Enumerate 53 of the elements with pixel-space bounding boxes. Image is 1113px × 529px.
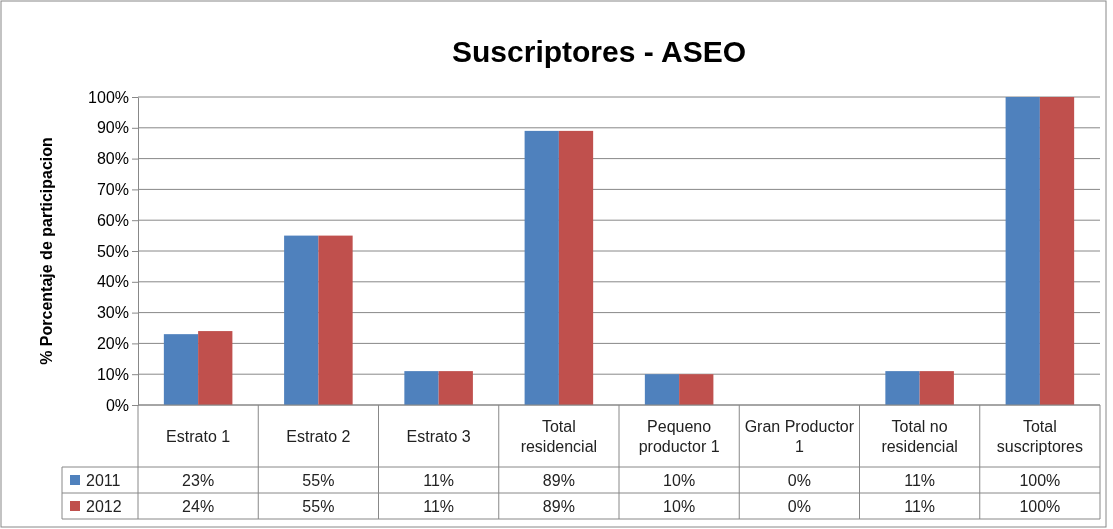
data-label: 11% (904, 472, 936, 489)
data-label: 55% (302, 498, 335, 515)
y-axis-title: % Porcentaje de participacion (38, 137, 55, 365)
legend-label: 2012 (86, 498, 122, 515)
data-label: 89% (542, 498, 575, 515)
data-label: 0% (787, 472, 811, 489)
bar (644, 374, 680, 405)
bar (438, 371, 473, 405)
x-tick-label: Estrato 1 (166, 428, 231, 445)
data-label: 10% (663, 498, 696, 515)
bar (198, 331, 233, 405)
data-label: 11% (423, 498, 455, 515)
y-tick-label: 80% (96, 150, 129, 168)
data-label: 23% (182, 472, 215, 489)
bar (1039, 97, 1075, 405)
y-tick-label: 0% (105, 396, 129, 414)
y-tick-label: 20% (96, 335, 129, 353)
x-tick-label: Total no residencial (881, 418, 958, 455)
y-tick-label: 60% (96, 211, 129, 229)
x-tick-label: Total suscriptores (996, 418, 1083, 455)
chart-title: Suscriptores - ASEO (452, 35, 746, 68)
x-tick-label: Estrato 2 (286, 428, 351, 445)
data-label: 11% (423, 472, 455, 489)
y-tick-label: 30% (96, 304, 129, 322)
legend-label: 2011 (86, 472, 121, 489)
x-tick-label: Estrato 3 (406, 428, 471, 445)
bar (404, 371, 439, 405)
data-label: 24% (182, 498, 215, 515)
y-tick-label: 40% (96, 273, 129, 291)
bar (679, 374, 714, 405)
bar (885, 371, 920, 405)
x-tick-label: Total residencial (520, 418, 598, 455)
bar (919, 371, 954, 405)
bar (163, 334, 199, 405)
data-label: 11% (904, 498, 936, 515)
y-tick-label: 70% (96, 181, 129, 199)
y-tick-label: 50% (96, 242, 129, 260)
data-label: 55% (302, 472, 335, 489)
bar (284, 235, 319, 405)
x-tick-label: Pequeno productor 1 (638, 418, 720, 455)
data-label: 100% (1019, 472, 1061, 489)
bar (524, 130, 559, 405)
data-label: 100% (1019, 498, 1061, 515)
bar (1005, 97, 1040, 405)
data-label: 10% (663, 472, 696, 489)
bar (318, 235, 353, 405)
y-tick-label: 100% (88, 88, 129, 106)
x-tick-label: Gran Productor 1 (744, 418, 855, 455)
data-label: 0% (787, 498, 811, 515)
y-tick-label: 10% (96, 365, 129, 383)
y-tick-label: 90% (96, 119, 129, 137)
bar (558, 130, 594, 405)
data-label: 89% (542, 472, 575, 489)
